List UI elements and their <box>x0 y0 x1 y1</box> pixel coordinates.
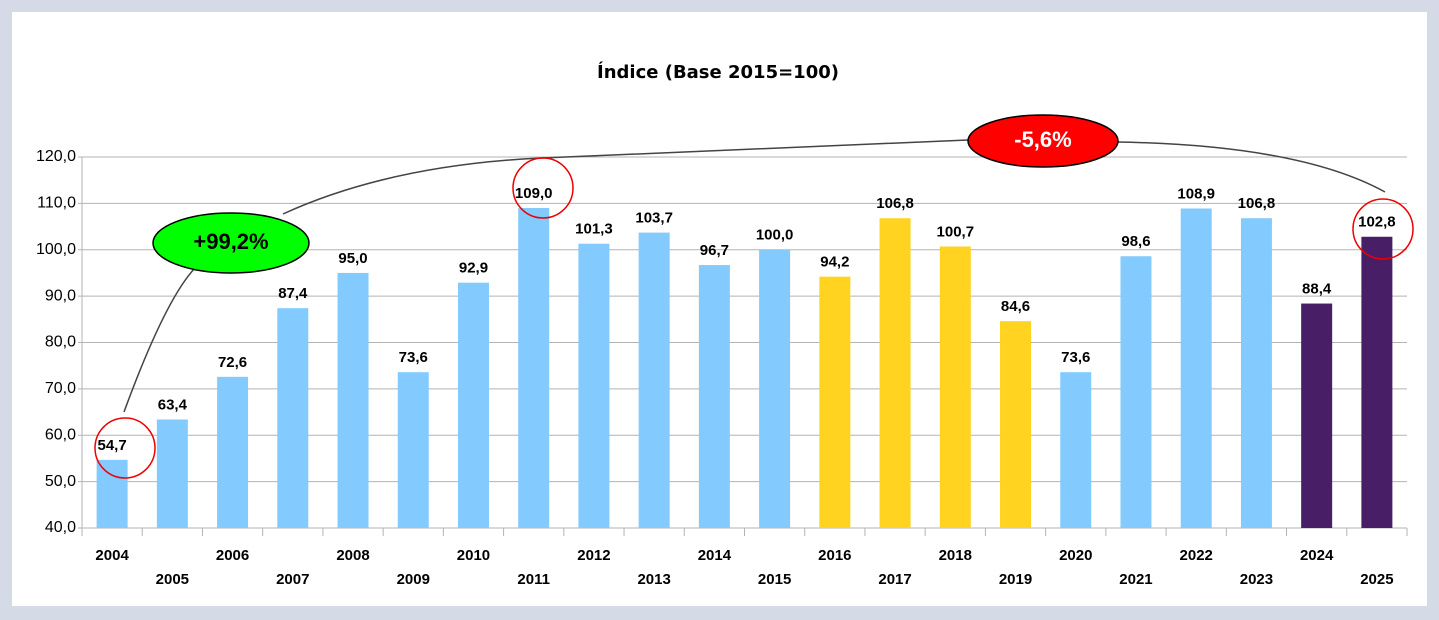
value-label: 102,8 <box>1358 214 1396 231</box>
y-tick-label: 40,0 <box>45 519 76 536</box>
value-label: 106,8 <box>1238 195 1276 212</box>
value-label: 94,2 <box>820 254 849 271</box>
x-tick-label: 2018 <box>939 547 972 564</box>
bar <box>1060 372 1092 528</box>
bar <box>1301 303 1333 528</box>
value-label: 95,0 <box>338 250 367 267</box>
x-tick-label: 2010 <box>457 547 490 564</box>
x-tick-label: 2024 <box>1300 547 1334 564</box>
x-tick-label: 2005 <box>156 571 189 588</box>
value-label: 88,4 <box>1302 281 1332 298</box>
x-tick-label: 2014 <box>698 547 732 564</box>
value-label: 108,9 <box>1177 185 1215 202</box>
bar <box>1361 236 1393 528</box>
annotation-bubble <box>152 212 310 274</box>
value-label: 101,3 <box>575 221 613 238</box>
bar <box>217 376 249 528</box>
bar <box>518 208 550 528</box>
highlight-circle <box>94 417 156 479</box>
chart-title: Índice (Base 2015=100) <box>597 61 839 83</box>
x-tick-label: 2017 <box>878 571 911 588</box>
x-tick-label: 2019 <box>999 571 1032 588</box>
x-tick-label: 2004 <box>95 547 129 564</box>
y-tick-label: 120,0 <box>36 148 76 165</box>
y-tick-label: 60,0 <box>45 426 76 443</box>
highlight-circle <box>1352 198 1414 260</box>
bar <box>156 419 188 528</box>
x-tick-label: 2013 <box>637 571 670 588</box>
bar <box>96 459 128 528</box>
bar <box>638 232 670 528</box>
value-label: 106,8 <box>876 195 914 212</box>
annotation-text: -5,6% <box>1014 127 1071 152</box>
y-tick-label: 90,0 <box>45 287 76 304</box>
bar <box>337 272 369 528</box>
value-label: 54,7 <box>98 437 127 454</box>
connector <box>123 267 196 413</box>
bar <box>1000 321 1032 528</box>
value-label: 100,7 <box>937 223 975 240</box>
annotation-text: +99,2% <box>193 229 268 254</box>
x-tick-label: 2025 <box>1360 571 1393 588</box>
x-tick-label: 2009 <box>397 571 430 588</box>
x-tick-label: 2016 <box>818 547 851 564</box>
value-label: 84,6 <box>1001 298 1030 315</box>
value-label: 103,7 <box>635 210 673 227</box>
x-tick-label: 2015 <box>758 571 791 588</box>
connector <box>1116 141 1386 193</box>
x-tick-label: 2011 <box>517 571 550 588</box>
connector <box>282 139 969 215</box>
y-tick-label: 70,0 <box>45 380 76 397</box>
x-tick-label: 2021 <box>1119 571 1152 588</box>
value-label: 100,0 <box>756 227 794 244</box>
x-tick-label: 2023 <box>1240 571 1273 588</box>
x-tick-label: 2022 <box>1180 547 1213 564</box>
y-tick-label: 110,0 <box>37 195 76 212</box>
bar <box>879 218 911 528</box>
value-label: 96,7 <box>700 242 729 259</box>
value-label: 87,4 <box>278 285 308 302</box>
annotation-bubble <box>967 114 1119 168</box>
value-label: 63,4 <box>158 396 188 413</box>
value-label: 72,6 <box>218 354 247 371</box>
y-tick-label: 80,0 <box>45 334 76 351</box>
x-tick-label: 2008 <box>336 547 369 564</box>
bar <box>578 243 610 528</box>
x-tick-label: 2012 <box>577 547 610 564</box>
y-tick-label: 50,0 <box>45 473 76 490</box>
bar <box>277 308 309 528</box>
bar <box>1120 256 1152 528</box>
bar <box>939 246 971 528</box>
bar <box>819 276 851 528</box>
value-label: 92,9 <box>459 260 488 277</box>
bar <box>1180 208 1212 528</box>
value-label: 73,6 <box>1061 349 1090 366</box>
bar <box>1240 218 1272 528</box>
highlight-circle <box>512 157 574 219</box>
bar <box>759 249 791 528</box>
value-label: 98,6 <box>1121 233 1150 250</box>
annotations: +99,2% -5,6% <box>94 114 1414 479</box>
bar <box>457 282 489 528</box>
x-tick-label: 2007 <box>276 571 309 588</box>
bar <box>698 265 730 528</box>
value-label: 73,6 <box>399 349 428 366</box>
bar <box>397 372 429 528</box>
x-tick-label: 2006 <box>216 547 249 564</box>
x-tick-label: 2020 <box>1059 547 1092 564</box>
y-tick-label: 100,0 <box>36 241 76 258</box>
value-label: 109,0 <box>515 185 553 202</box>
plot-area: 40,0 50,0 60,0 70,0 80,0 90,0 100,0 110,0 120,0 2… <box>36 148 1408 588</box>
